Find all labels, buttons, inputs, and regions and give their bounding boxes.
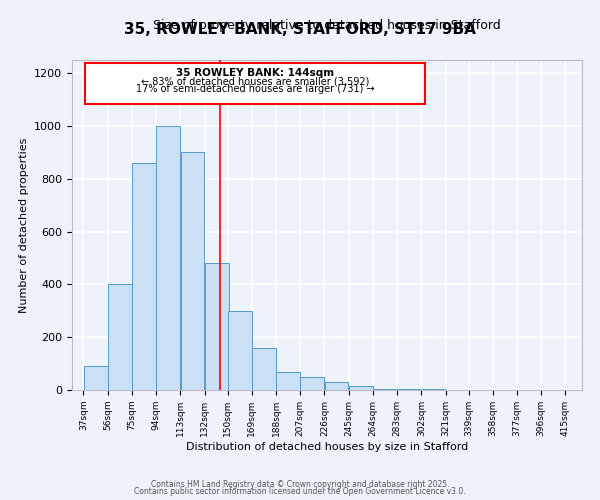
Bar: [325, 382, 349, 390]
X-axis label: Distribution of detached houses by size in Stafford: Distribution of detached houses by size …: [186, 442, 468, 452]
Title: Size of property relative to detached houses in Stafford: Size of property relative to detached ho…: [153, 20, 501, 32]
Text: 35 ROWLEY BANK: 144sqm: 35 ROWLEY BANK: 144sqm: [176, 68, 334, 78]
Text: Contains HM Land Registry data © Crown copyright and database right 2025.: Contains HM Land Registry data © Crown c…: [151, 480, 449, 489]
Y-axis label: Number of detached properties: Number of detached properties: [19, 138, 29, 312]
Bar: [83, 366, 107, 390]
Bar: [132, 163, 156, 390]
Bar: [373, 388, 397, 390]
Bar: [276, 372, 300, 390]
Bar: [108, 284, 132, 390]
Bar: [157, 126, 180, 390]
Bar: [301, 377, 324, 390]
Bar: [85, 63, 425, 104]
Text: 35, ROWLEY BANK, STAFFORD, ST17 9BA: 35, ROWLEY BANK, STAFFORD, ST17 9BA: [124, 22, 476, 38]
Bar: [252, 348, 276, 390]
Bar: [205, 264, 229, 390]
Bar: [349, 386, 373, 390]
Text: Contains public sector information licensed under the Open Government Licence v3: Contains public sector information licen…: [134, 487, 466, 496]
Text: 17% of semi-detached houses are larger (731) →: 17% of semi-detached houses are larger (…: [136, 84, 374, 94]
Bar: [397, 389, 421, 390]
Text: ← 83% of detached houses are smaller (3,592): ← 83% of detached houses are smaller (3,…: [141, 76, 369, 86]
Bar: [228, 311, 251, 390]
Bar: [181, 152, 205, 390]
